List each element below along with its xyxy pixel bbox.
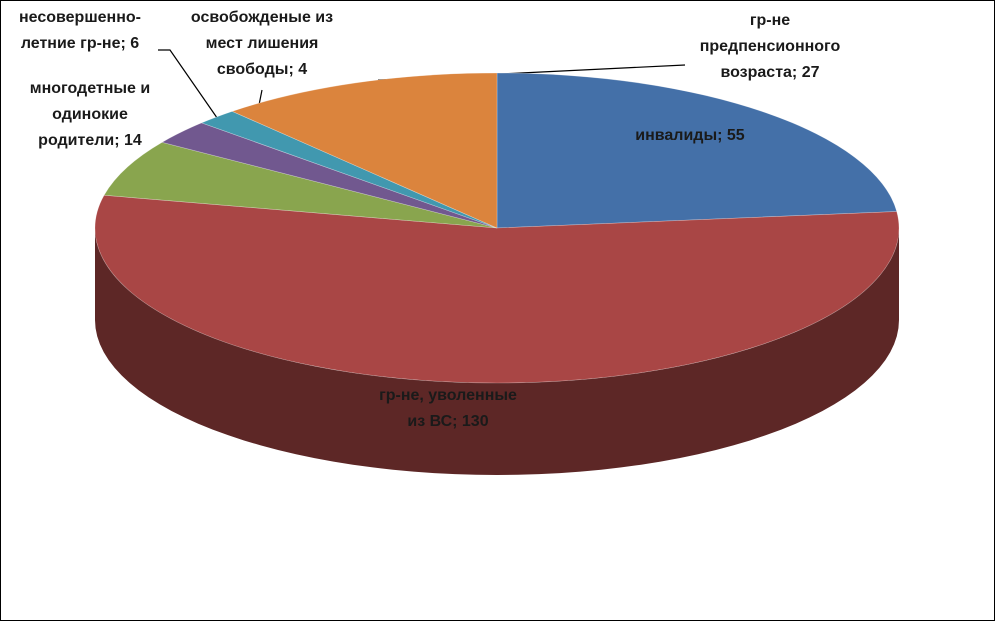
data-label: инвалиды; 55 xyxy=(635,127,745,144)
data-label: гр-не предпенсионного возраста; 27 xyxy=(700,12,841,81)
data-label: многодетные и одинокие родители; 14 xyxy=(30,80,150,149)
slice xyxy=(496,72,898,229)
slice-side xyxy=(95,228,899,475)
slice xyxy=(94,194,900,384)
slice xyxy=(231,72,498,229)
leader-line xyxy=(158,49,223,126)
slice xyxy=(200,111,498,229)
slice xyxy=(161,122,498,229)
data-label: гр-не, уволенные из ВС; 130 xyxy=(379,387,517,430)
slice xyxy=(103,141,498,229)
data-label: несовершенно-летние гр-не; 6 xyxy=(19,9,141,52)
data-label: освобожденые из мест лишения свободы; 4 xyxy=(191,9,333,78)
